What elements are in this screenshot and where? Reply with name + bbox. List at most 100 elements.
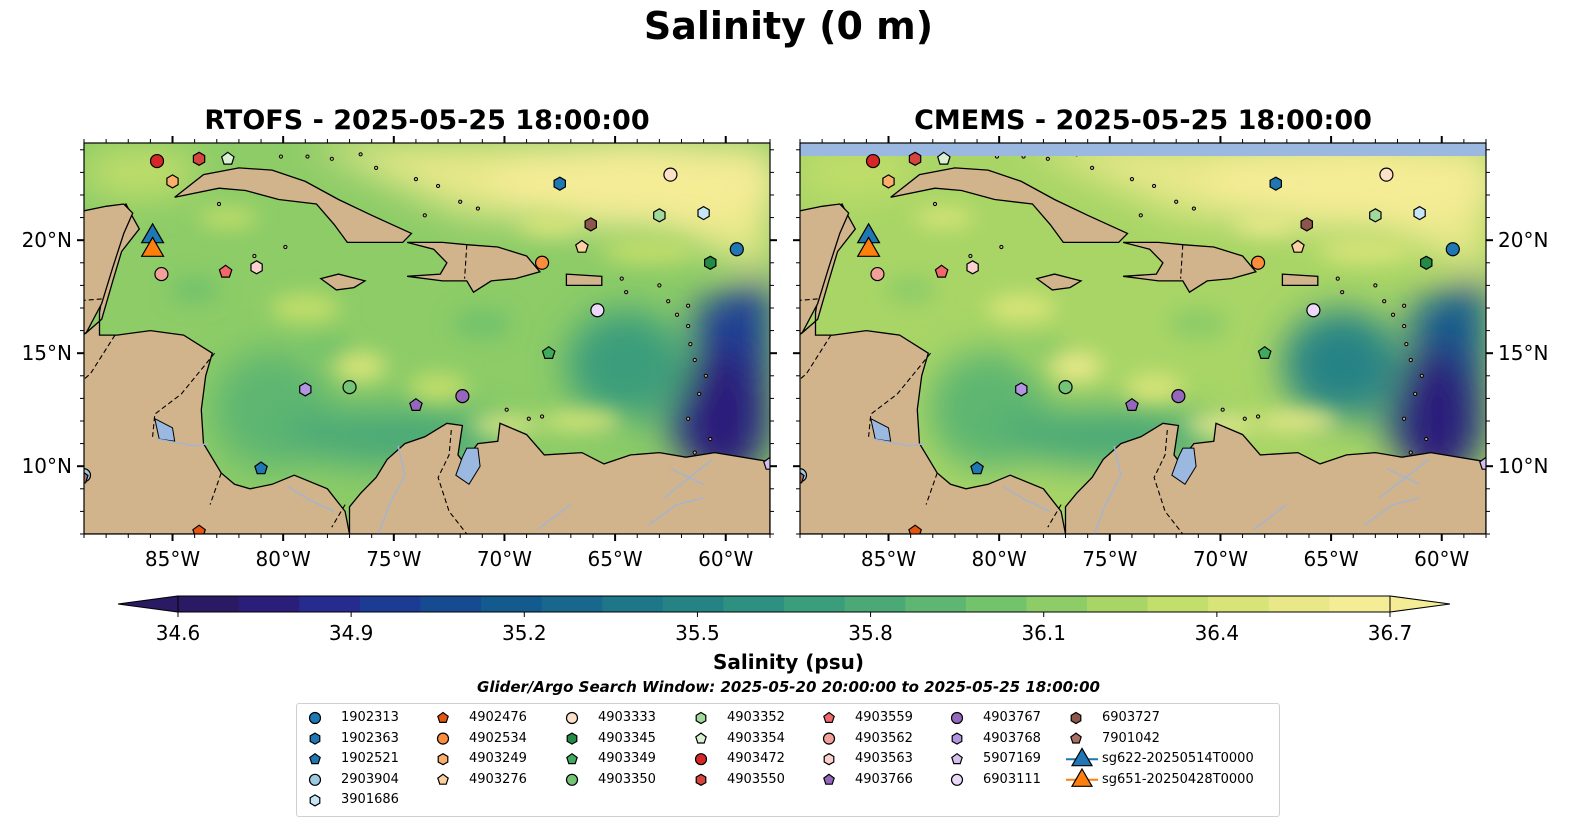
colorbar-bin [420, 596, 482, 612]
lon-tick-label: 65°W [587, 547, 642, 571]
colorbar-bin [784, 596, 846, 612]
float-4903767 [1171, 389, 1186, 404]
cmems-map: 85°W 80°W 75°W 70°W 65°W 60°W 10°N 15°N 20°N [793, 136, 1548, 571]
legend-marker [823, 753, 835, 766]
float-4903766 [1125, 397, 1139, 411]
float-4903767 [455, 389, 470, 404]
lon-tick-label: 75°W [366, 547, 421, 571]
float-4903562 [154, 266, 169, 282]
legend-marker [822, 732, 836, 745]
legend-marker [695, 732, 707, 744]
colorbar-bin [1087, 596, 1149, 612]
colorbar-tick-label: 36.7 [1368, 621, 1413, 645]
float-4903768 [1015, 382, 1028, 397]
glider-sg651-20250428T0000 [140, 236, 165, 257]
float-4902476 [192, 524, 207, 534]
rtofs-panel-title: RTOFS - 2025-05-25 18:00:00 [204, 105, 650, 136]
lon-tick-label: 60°W [1414, 547, 1469, 571]
legend-entry: 2903904 [341, 771, 399, 787]
legend-entry: 5907169 [983, 751, 1041, 767]
colorbar-bin [723, 596, 785, 612]
legend-entry: 6903727 [1102, 710, 1160, 725]
legend-marker [1070, 767, 1094, 787]
legend-entry: 4903249 [469, 751, 527, 767]
legend-entry: 4903350 [598, 771, 656, 787]
colorbar-tick-label: 36.1 [1021, 621, 1066, 645]
lat-tick-label: 15°N [22, 341, 72, 365]
colorbar: 34.6 34.9 35.2 35.5 35.8 36.1 36.4 36.7 [117, 595, 1451, 645]
float-4903562 [870, 266, 885, 282]
lat-tick-label: 20°N [1498, 228, 1548, 252]
legend-markers [308, 711, 1098, 807]
legend-entry: 4903559 [855, 710, 913, 725]
colorbar-bin [541, 596, 603, 612]
colorbar-tick-label: 36.4 [1195, 621, 1240, 645]
float-4902534 [534, 255, 550, 270]
colorbar-bin [359, 596, 421, 612]
float-4903563 [966, 260, 979, 275]
colorbar-bin [965, 596, 1027, 612]
legend-entry: sg622-20250514T0000 [1102, 751, 1254, 767]
float-4902534 [1250, 255, 1266, 270]
float-4902476 [908, 524, 923, 534]
colorbar-bin [481, 596, 543, 612]
lat-tick-label: 10°N [1498, 454, 1548, 478]
float-4903249 [166, 174, 179, 189]
lat-tick-label: 15°N [1498, 341, 1548, 365]
legend-entry: 1902521 [341, 751, 399, 767]
legend-marker [566, 732, 578, 745]
float-4903349 [541, 345, 556, 359]
legend-marker [308, 773, 322, 786]
float-4903276 [1290, 239, 1305, 253]
colorbar-tick-label: 35.2 [502, 621, 547, 645]
legend-marker [695, 711, 707, 725]
colorbar-bin [178, 596, 240, 612]
legend-entry: 4903767 [983, 710, 1041, 725]
float-1902313 [729, 242, 744, 257]
legend-entry: 1902363 [341, 730, 399, 746]
float-3901686 [1413, 205, 1426, 221]
lon-tick-label: 80°W [972, 547, 1027, 571]
legend: 1902313 1902363 1902521 2903904 3901686 49024… [296, 703, 1280, 817]
float-4903276 [574, 239, 589, 253]
legend-marker [1070, 747, 1094, 767]
float-4903352 [653, 208, 666, 223]
land-masses [800, 152, 1486, 534]
legend-entry: 4903333 [598, 710, 656, 725]
legend-entry: 4903562 [855, 730, 913, 746]
float-4903550 [192, 151, 206, 166]
legend-entry: 4903550 [727, 771, 785, 787]
float-4903559 [218, 264, 233, 278]
float-7901042 [84, 471, 89, 484]
legend-marker [1070, 732, 1082, 744]
colorbar-bin [602, 596, 664, 612]
legend-marker [309, 794, 321, 807]
float-4903559 [934, 264, 949, 278]
legend-marker [309, 732, 321, 745]
float-4903349 [1257, 345, 1272, 359]
legend-entry: 7901042 [1102, 730, 1160, 746]
legend-entry: 4903349 [598, 751, 656, 767]
legend-entry: 1902313 [341, 710, 399, 725]
float-4903563 [250, 260, 263, 275]
float-4903249 [882, 174, 895, 189]
legend-marker [950, 711, 964, 725]
legend-marker [951, 732, 963, 745]
float-4903333 [1379, 167, 1394, 182]
colorbar-bin [238, 596, 300, 612]
legend-entry: 4903768 [983, 730, 1041, 746]
legend-marker [437, 773, 449, 785]
legend-entry: 4903352 [727, 710, 785, 725]
colorbar-tick-label: 34.9 [329, 621, 374, 645]
lon-tick-label: 70°W [477, 547, 532, 571]
float-1902521 [970, 461, 984, 475]
legend-entry: 4903345 [598, 730, 656, 746]
legend-marker [950, 773, 964, 786]
lon-tick-label: 65°W [1303, 547, 1358, 571]
lon-tick-label: 85°W [861, 547, 916, 571]
float-4903333 [663, 167, 678, 182]
legend-marker [1070, 711, 1082, 725]
colorbar-tick-label: 35.8 [848, 621, 893, 645]
colorbar-bin [662, 596, 724, 612]
legend-marker [566, 752, 578, 765]
